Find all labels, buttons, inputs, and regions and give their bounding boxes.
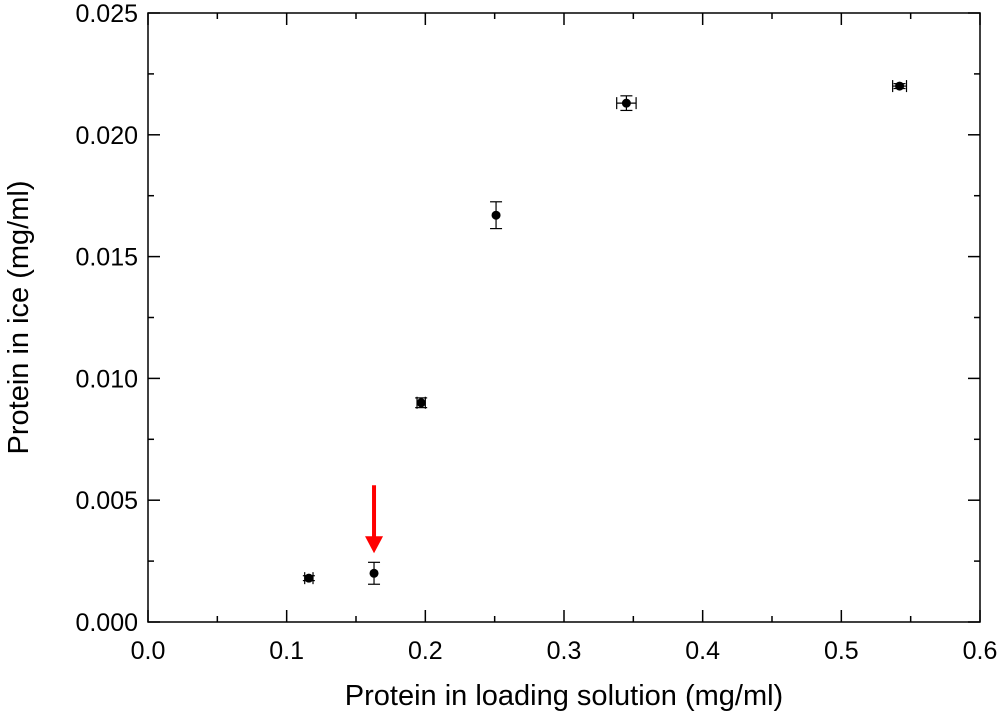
plot-area: [147, 12, 981, 623]
x-tick-label: 0.6: [963, 637, 998, 665]
data-point: [895, 81, 905, 91]
y-tick-label: 0.005: [75, 487, 138, 515]
y-axis-title: Protein in ice (mg/ml): [3, 181, 35, 455]
x-axis-title: Protein in loading solution (mg/ml): [345, 680, 783, 712]
x-tick-label: 0.0: [131, 637, 166, 665]
y-tick-label: 0.015: [75, 244, 138, 272]
x-tick-label: 0.5: [824, 637, 859, 665]
x-tick-label: 0.4: [685, 637, 720, 665]
x-tick-label: 0.2: [408, 637, 443, 665]
error-bars: [302, 80, 908, 585]
annotations: [365, 485, 384, 554]
data-point: [369, 568, 379, 578]
plot-frame: [147, 12, 981, 623]
y-axis: 0.000 0.005 0.010 0.015 0.020 0.025: [75, 0, 980, 637]
x-axis: 0.0 0.1 0.2 0.3 0.4 0.5 0.6: [131, 13, 998, 665]
y-tick-label: 0.010: [75, 365, 138, 393]
y-tick-label: 0.020: [75, 122, 138, 150]
y-tick-label: 0.025: [75, 0, 138, 28]
x-tick-label: 0.1: [269, 637, 304, 665]
arrow-head: [365, 536, 384, 554]
data-point: [304, 573, 314, 583]
data-point: [621, 98, 631, 108]
x-tick-label: 0.3: [547, 637, 582, 665]
y-tick-label: 0.000: [75, 609, 138, 637]
data-point: [491, 210, 501, 220]
data-point: [416, 398, 426, 408]
data-points: [304, 81, 905, 583]
